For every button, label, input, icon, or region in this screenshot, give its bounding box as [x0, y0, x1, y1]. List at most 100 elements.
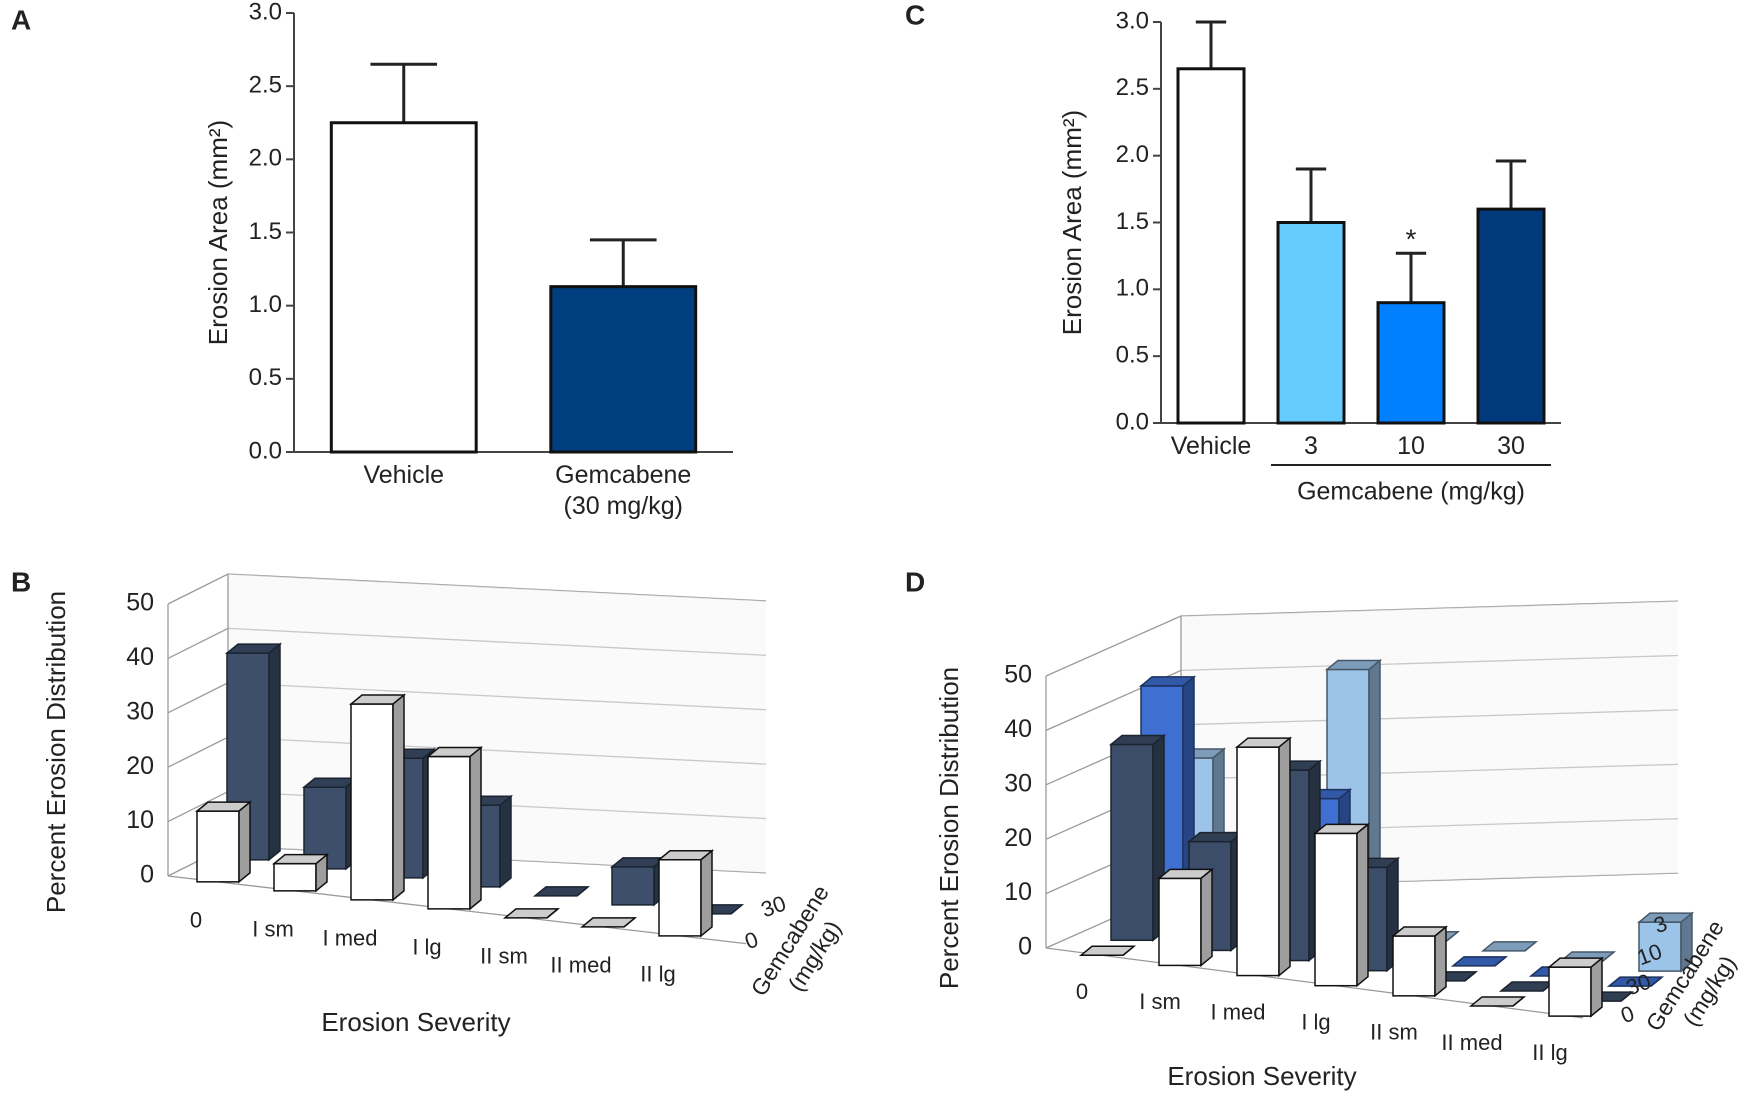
y-tick-label: 0.5 [249, 364, 282, 391]
bar-3d-side [469, 745, 482, 911]
bar-3d-side [1278, 736, 1291, 978]
bar-3d-top [1450, 956, 1509, 967]
bar-3d-side [1512, 996, 1525, 1007]
x-tick-label: I med [1210, 999, 1265, 1024]
y-tick-label: 2.0 [249, 145, 282, 172]
x-axis-title: Erosion Severity [1167, 1061, 1356, 1091]
y-tick-label: 30 [1004, 769, 1032, 797]
y-tick-label: 40 [126, 643, 154, 671]
bar [1476, 207, 1546, 425]
bar-3d-front [196, 810, 240, 883]
x-tick-label-box: Vehicle [1170, 432, 1252, 460]
x-tick-label: Vehicle [363, 461, 445, 489]
bar-3d-front [1392, 935, 1436, 997]
floor-edge [167, 875, 747, 945]
depth-tick-label: 0 [1617, 1001, 1637, 1029]
bar-3d-front [611, 866, 655, 906]
x-tick-label: 3 [1304, 432, 1318, 460]
panel-letter: A [11, 4, 31, 35]
y-axis-title: Percent Erosion Distribution [41, 591, 71, 913]
bar-3d-side [1200, 867, 1213, 968]
bar-3d-top [579, 917, 638, 928]
bar-3d-front [1548, 966, 1592, 1017]
x-tick-label: I med [322, 926, 377, 951]
x-group-label: Gemcabene (mg/kg) [1297, 478, 1525, 506]
y-tick-label: 30 [126, 697, 154, 725]
x-tick-label: Vehicle [1170, 432, 1252, 460]
y-tick-label: 0.0 [249, 437, 282, 464]
y-tick-label: 10 [1004, 878, 1032, 906]
y-tick-label: 2.5 [249, 72, 282, 99]
panel-letter: D [905, 566, 925, 597]
bar-3d-side [1434, 925, 1447, 998]
bar-3d-side [576, 886, 589, 897]
y-tick-label: 3.0 [249, 0, 282, 25]
bar-3d-top [1498, 981, 1557, 992]
x-tick-label-box: Vehicle [363, 461, 445, 489]
x-tick-label-box: Gemcabene (30 mg/kg) [555, 461, 692, 521]
y-tick-label: 2.5 [1116, 74, 1149, 101]
bar [1276, 221, 1346, 425]
y-tick-label: 20 [126, 752, 154, 780]
bar-3d-side [1464, 971, 1477, 982]
y-tick-label: 1.5 [249, 218, 282, 245]
y-axis-title: Erosion Area (mm²) [203, 120, 233, 345]
y-axis-title: Percent Erosion Distribution [934, 667, 964, 989]
y-tick-label: 2.0 [1116, 141, 1149, 168]
x-tick-label: 30 [1497, 432, 1525, 460]
y-tick-label: 10 [126, 806, 154, 834]
panel-letter: B [11, 566, 31, 597]
y-tick-label: 1.5 [1116, 208, 1149, 235]
y-tick-label: 0 [140, 861, 154, 889]
y-axis-title: Erosion Area (mm²) [1057, 110, 1087, 335]
bar-3d-side [268, 642, 281, 862]
bar-3d-top [1078, 945, 1137, 957]
x-tick-label: II lg [640, 962, 675, 987]
x-tick-label: 0 [190, 908, 202, 933]
panel-letter: C [905, 0, 925, 30]
bar-3d-front [1158, 877, 1202, 967]
bar-3d-top [1480, 941, 1539, 952]
x-tick-label: II sm [480, 944, 528, 969]
bar-3d-top [532, 886, 591, 897]
y-tick-label: 0.0 [1116, 408, 1149, 435]
bar-3d-front [427, 755, 471, 910]
x-tick-label: II sm [1370, 1020, 1418, 1045]
bar [1176, 67, 1246, 425]
bar-3d-side [1524, 941, 1537, 952]
bar-3d-side [1590, 956, 1603, 1018]
bar-3d-front [1314, 832, 1358, 987]
bar-3d-side [546, 908, 559, 919]
bar-3d-side [1620, 991, 1633, 1002]
x-tick-label: II med [550, 953, 611, 978]
bar-3d-side [1122, 945, 1135, 956]
x-axis-title: Erosion Severity [321, 1007, 510, 1037]
bar-3d-front [273, 862, 317, 892]
y-tick-label: 1.0 [249, 291, 282, 318]
bar [1376, 301, 1446, 425]
bar-3d-front [1236, 746, 1280, 977]
y-tick-label: 3.0 [1116, 7, 1149, 34]
y-tick-label: 0.5 [1116, 342, 1149, 369]
bar-3d-side [315, 853, 328, 893]
bar-3d-side [392, 693, 405, 902]
bar-3d-side [1356, 822, 1369, 988]
x-tick-label: I sm [252, 917, 294, 942]
x-tick-label: II med [1441, 1030, 1502, 1055]
bar-3d-side [623, 917, 636, 928]
x-tick-label: II lg [1532, 1040, 1567, 1065]
bar-3d-front [658, 858, 702, 937]
annotation: * [1406, 224, 1417, 255]
bar-3d-top [1468, 996, 1527, 1007]
bar-3d-side [730, 904, 743, 915]
y-tick-label: 1.0 [1116, 275, 1149, 302]
bar-3d-front [350, 703, 394, 901]
bar-3d-side [1602, 951, 1615, 962]
bar-3d-side [700, 849, 713, 938]
x-tick-label-box: 3 [1304, 432, 1318, 460]
x-tick-label: I lg [412, 935, 441, 960]
x-tick-label: Gemcabene (30 mg/kg) [555, 461, 692, 521]
x-tick-label: I lg [1301, 1010, 1330, 1035]
